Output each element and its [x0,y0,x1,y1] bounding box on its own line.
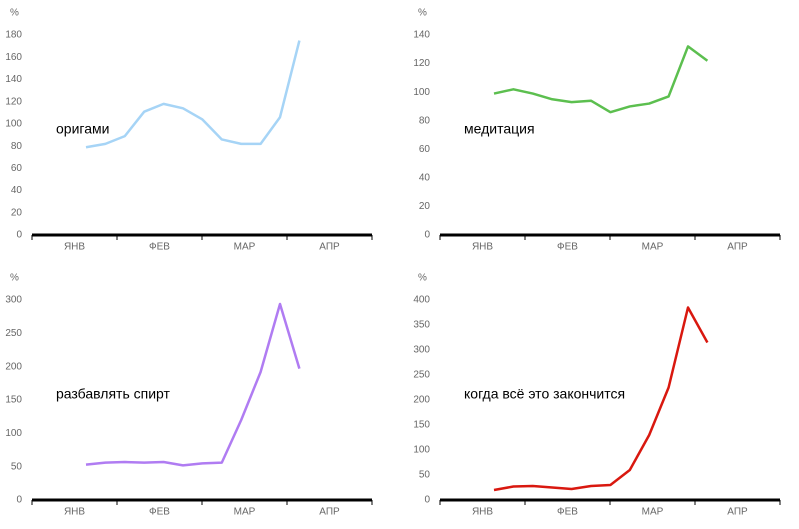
series-label: медитация [464,121,535,137]
y-tick-label: 120 [5,96,22,107]
x-tick-label: ФЕВ [149,242,170,253]
x-tick-label: МАР [234,242,256,253]
y-unit: % [10,273,19,284]
series-label: разбавлять спирт [56,386,171,402]
y-tick-label: 50 [419,470,431,481]
x-tick-label: ФЕВ [557,507,578,518]
y-tick-label: 150 [413,420,430,431]
x-tick-label: АПР [727,242,748,253]
x-tick-label: ЯНВ [472,507,493,518]
x-tick-label: МАР [234,507,256,518]
y-tick-label: 300 [5,295,22,306]
y-tick-label: 400 [413,295,430,306]
x-tick-label: ЯНВ [64,507,85,518]
y-tick-label: 0 [16,495,22,506]
line [493,45,709,114]
line [85,40,301,149]
x-tick-label: МАР [642,242,664,253]
y-tick-label: 100 [413,87,430,98]
line [85,302,301,467]
y-tick-label: 200 [413,395,430,406]
y-tick-label: 250 [413,370,430,381]
y-tick-label: 300 [413,345,430,356]
y-tick-label: 100 [413,445,430,456]
y-tick-label: 350 [413,320,430,331]
y-tick-label: 100 [5,119,22,130]
x-tick-label: АПР [319,242,340,253]
y-unit: % [10,8,19,19]
y-tick-label: 20 [419,201,431,212]
y-unit: % [418,8,427,19]
y-tick-label: 0 [424,495,430,506]
y-tick-label: 0 [424,230,430,241]
y-tick-label: 40 [11,185,23,196]
y-tick-label: 40 [419,172,431,183]
series-label: оригами [56,121,109,137]
y-tick-label: 20 [11,207,23,218]
x-tick-label: ЯНВ [472,242,493,253]
x-tick-label: ФЕВ [149,507,170,518]
y-tick-label: 100 [5,428,22,439]
x-tick-label: МАР [642,507,664,518]
y-tick-label: 0 [16,230,22,241]
y-tick-label: 150 [5,395,22,406]
x-tick-label: АПР [319,507,340,518]
line [493,306,709,492]
y-tick-label: 120 [413,58,430,69]
y-tick-label: 250 [5,328,22,339]
x-tick-label: ФЕВ [557,242,578,253]
y-tick-label: 160 [5,52,22,63]
x-tick-label: ЯНВ [64,242,85,253]
y-tick-label: 80 [11,141,23,152]
x-tick-label: АПР [727,507,748,518]
y-tick-label: 50 [11,461,23,472]
y-tick-label: 180 [5,30,22,41]
y-tick-label: 60 [419,144,431,155]
y-tick-label: 60 [11,163,23,174]
y-tick-label: 140 [5,74,22,85]
series-label: когда всё это закончится [464,386,625,402]
y-tick-label: 200 [5,361,22,372]
y-tick-label: 80 [419,115,431,126]
y-unit: % [418,273,427,284]
y-tick-label: 140 [413,30,430,41]
